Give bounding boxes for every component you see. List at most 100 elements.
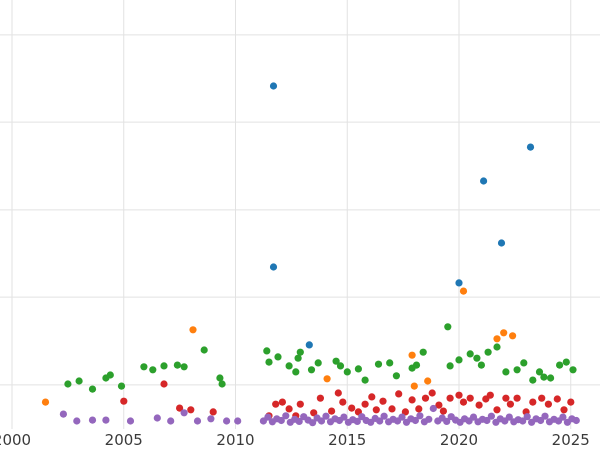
data-point-red [415, 405, 423, 413]
data-point-red [435, 401, 443, 409]
data-point-green [106, 371, 114, 379]
data-point-purple [295, 417, 303, 425]
x-tick-label: 2025 [552, 431, 590, 449]
data-point-purple [102, 416, 110, 424]
data-point-green [547, 374, 555, 382]
data-point-purple [353, 417, 361, 425]
data-point-green [263, 347, 271, 355]
data-point-purple [59, 410, 67, 418]
x-tick-label: 2005 [105, 431, 143, 449]
data-point-orange [459, 287, 468, 295]
data-point-purple [469, 413, 478, 421]
data-point-purple [223, 417, 231, 425]
data-point-green [265, 358, 273, 366]
data-point-green [386, 359, 394, 367]
data-point-red [459, 398, 468, 406]
data-point-red [368, 393, 376, 401]
data-point-red [553, 395, 561, 403]
data-point-green [374, 360, 383, 368]
data-point-red [428, 389, 436, 397]
data-point-blue [497, 239, 506, 247]
data-point-red [529, 398, 537, 406]
data-point-purple [153, 414, 161, 422]
data-point-green [419, 348, 427, 356]
data-point-purple [505, 413, 513, 421]
data-point-blue [269, 263, 278, 271]
data-point-green [529, 376, 537, 384]
data-point-purple [443, 417, 451, 425]
data-point-red [506, 400, 514, 408]
data-point-green [484, 348, 492, 356]
data-point-purple [487, 412, 495, 420]
data-point-green [455, 356, 463, 364]
data-point-red [439, 407, 447, 415]
data-point-purple [425, 415, 433, 423]
data-point-green [513, 366, 521, 374]
data-point-green [292, 368, 300, 376]
data-point-orange [424, 377, 432, 385]
data-point-purple [572, 416, 580, 425]
data-point-purple [523, 413, 531, 421]
data-point-green [354, 365, 362, 373]
data-point-red [348, 404, 356, 412]
data-point-purple [340, 413, 348, 421]
data-point-red [560, 406, 568, 414]
data-point-red [316, 394, 324, 402]
data-point-purple [234, 417, 242, 425]
data-point-red [475, 401, 483, 409]
data-point-orange [410, 382, 418, 390]
data-point-orange [493, 335, 501, 343]
data-point-blue [480, 177, 488, 185]
data-point-blue [455, 279, 463, 287]
data-point-orange [408, 351, 416, 359]
data-point-purple [559, 413, 567, 421]
data-point-red [310, 409, 318, 417]
data-point-red [379, 397, 387, 405]
x-tick-label: 2010 [216, 431, 254, 449]
data-point-green [216, 374, 224, 382]
data-point-green [466, 350, 474, 358]
data-point-red [502, 394, 510, 402]
data-point-red [120, 397, 128, 405]
data-point-green [520, 359, 528, 367]
data-point-green [473, 354, 481, 362]
data-point-red [296, 400, 304, 408]
data-point-purple [519, 417, 527, 425]
data-point-red [455, 391, 463, 399]
data-point-green [562, 358, 570, 366]
data-point-green [149, 366, 157, 374]
data-point-red [160, 380, 168, 388]
x-tick-label: 2000 [0, 431, 31, 449]
data-point-red [544, 400, 553, 408]
data-point-purple [541, 412, 549, 420]
data-point-green [569, 366, 577, 374]
data-point-green [556, 361, 564, 369]
data-point-green [294, 354, 302, 362]
data-point-green [412, 361, 421, 369]
data-point-green [535, 368, 544, 376]
data-point-purple [309, 419, 317, 427]
data-point-green [274, 353, 282, 361]
data-point-green [117, 382, 126, 390]
data-point-red [421, 394, 430, 402]
data-point-blue [269, 82, 278, 90]
data-point-green [218, 380, 226, 388]
data-point-green [307, 366, 316, 374]
data-point-green [200, 346, 208, 354]
data-point-green [502, 368, 510, 376]
data-point-red [334, 389, 342, 397]
data-point-red [493, 406, 501, 414]
data-point-purple [180, 409, 188, 417]
data-point-green [88, 385, 97, 393]
data-point-purple [398, 413, 406, 421]
data-point-purple [380, 412, 388, 420]
data-point-orange [500, 329, 508, 337]
data-point-green [361, 376, 369, 384]
data-point-red [176, 404, 184, 412]
data-point-green [285, 362, 293, 370]
data-point-orange [508, 332, 517, 340]
data-point-red [285, 405, 293, 413]
data-point-red [388, 405, 396, 413]
